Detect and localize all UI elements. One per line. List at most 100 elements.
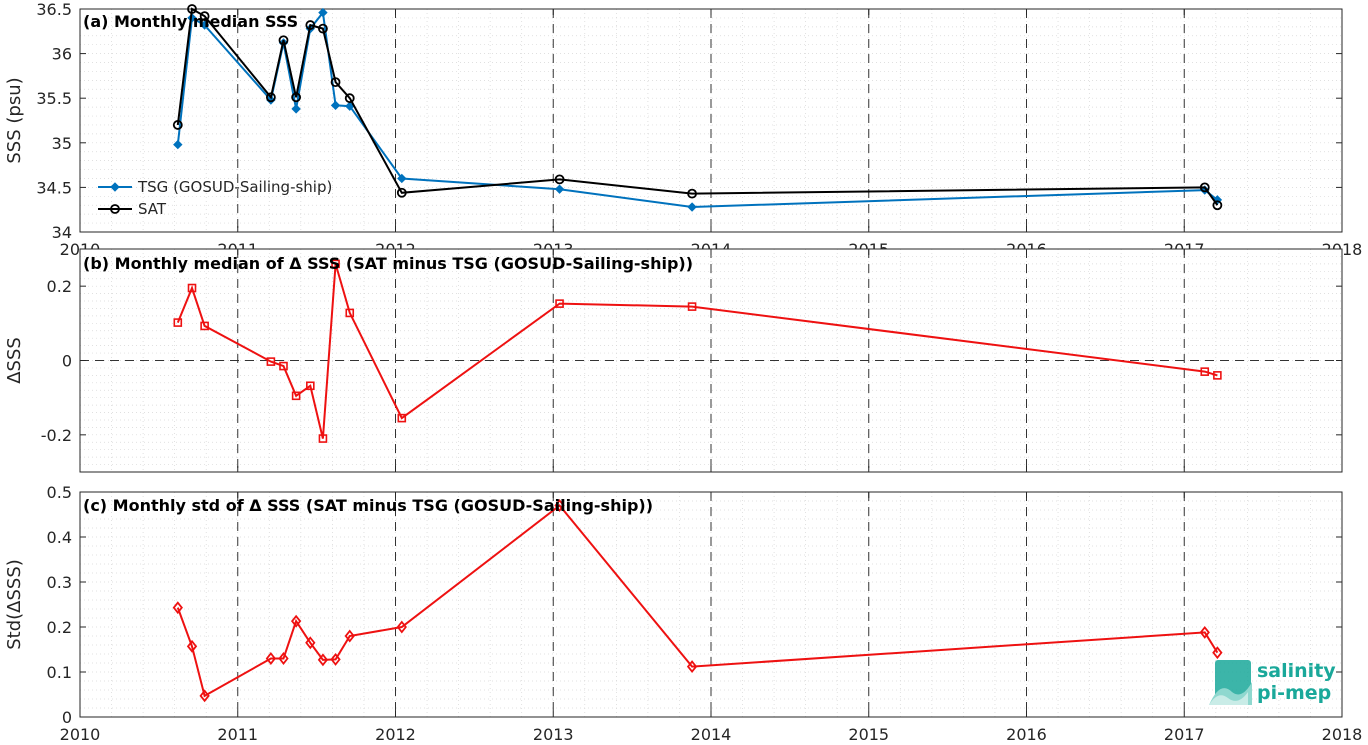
data-point xyxy=(1199,182,1210,193)
series-1 xyxy=(172,4,1223,211)
y-tick-label: 35 xyxy=(52,134,72,153)
data-point xyxy=(291,391,301,401)
data-point xyxy=(265,92,276,103)
data-point xyxy=(187,283,197,293)
panel-title: (a) Monthly median SSS xyxy=(83,12,298,31)
data-point xyxy=(331,259,340,269)
series-0 xyxy=(172,499,1223,703)
y-axis-label: ΔSSS xyxy=(4,337,25,384)
data-point xyxy=(305,20,316,30)
legend: TSG (GOSUD-Sailing-ship) SAT xyxy=(98,178,332,218)
data-point xyxy=(266,95,276,105)
y-tick-label: 36 xyxy=(52,45,72,64)
panel-b-monthly-median-delta-sss: -0.2 0 0.2 ΔSSS (b) Monthly median of Δ SSS … xyxy=(4,248,1343,473)
data-point xyxy=(200,321,209,331)
data-point xyxy=(555,299,564,308)
panel-title: (b) Monthly median of Δ SSS (SAT minus T… xyxy=(83,254,693,273)
data-point xyxy=(687,188,697,199)
panel-a-monthly-median-sss: 3434.53535.53636.52010201120122013201420… xyxy=(4,0,1362,259)
data-point xyxy=(318,7,328,18)
y-tick-label: 0.1 xyxy=(47,663,72,682)
series-line xyxy=(176,7,1219,206)
legend-entry: SAT xyxy=(138,200,167,218)
data-point xyxy=(291,104,301,114)
y-tick-label: 0.3 xyxy=(47,573,72,592)
data-point xyxy=(1212,646,1223,660)
data-point xyxy=(306,381,315,391)
data-point xyxy=(397,173,407,184)
x-tick-label: 2011 xyxy=(217,725,258,744)
x-axis xyxy=(79,249,1343,472)
y-axis-label: SSS (psu) xyxy=(4,77,25,163)
data-point xyxy=(317,653,329,667)
x-tick-label: 2018 xyxy=(1322,725,1363,744)
data-point xyxy=(396,620,407,634)
x-tick-label: 2015 xyxy=(848,725,889,744)
data-point xyxy=(554,184,565,194)
data-point xyxy=(279,361,288,371)
x-tick-label: 2013 xyxy=(533,725,574,744)
x-tick-label: 2012 xyxy=(375,725,416,744)
y-tick-label: 34 xyxy=(52,223,72,242)
y-tick-label: 0.2 xyxy=(47,618,72,637)
x-tick-label: 2014 xyxy=(691,725,732,744)
logo-text-salinity: salinity xyxy=(1257,660,1336,682)
legend-marker xyxy=(110,204,120,214)
data-point xyxy=(344,93,355,104)
data-point xyxy=(278,35,289,46)
data-point xyxy=(290,614,302,628)
data-point xyxy=(173,139,183,150)
x-tick-label: 2010 xyxy=(60,725,101,744)
data-point xyxy=(172,120,183,130)
grid xyxy=(79,8,1343,233)
data-point xyxy=(199,20,210,30)
data-point xyxy=(344,629,355,643)
x-axis: 2010 2011 2012 2013 2014 2015 2016 2017 2018 xyxy=(60,492,1363,744)
y-tick-label: -0.2 xyxy=(41,426,72,445)
data-point xyxy=(1199,625,1210,639)
panel-c-monthly-std-delta-sss: 0 0.1 0.2 0.3 0.4 0.5 2010 2011 2012 2013 2014 2015… xyxy=(4,483,1362,744)
data-point xyxy=(318,23,328,34)
data-point xyxy=(686,660,698,674)
y-axis: 0 0.1 0.2 0.3 0.4 0.5 xyxy=(47,483,1342,727)
data-point xyxy=(199,11,210,22)
panel-title: (c) Monthly std of Δ SSS (SAT minus TSG … xyxy=(83,496,653,515)
data-point xyxy=(265,652,277,665)
x-tick-label: 2016 xyxy=(1006,725,1047,744)
data-point xyxy=(266,357,276,366)
data-point xyxy=(187,4,197,14)
data-point xyxy=(330,77,341,88)
y-tick-label: 34.5 xyxy=(36,178,72,197)
data-point xyxy=(330,100,341,111)
data-point xyxy=(1212,200,1223,211)
logo-wave-icon xyxy=(1209,660,1252,705)
data-point xyxy=(330,652,341,666)
y-tick-label: 36.5 xyxy=(36,0,72,19)
data-point xyxy=(687,302,697,311)
data-point xyxy=(345,308,355,318)
series-line xyxy=(176,504,1219,698)
legend-entry: TSG (GOSUD-Sailing-ship) xyxy=(137,178,332,196)
data-point xyxy=(278,652,289,665)
grid xyxy=(79,491,1343,718)
series-line xyxy=(176,263,1218,439)
series-0 xyxy=(173,259,1222,443)
data-point xyxy=(172,601,183,615)
y-tick-label: 0.5 xyxy=(47,483,72,502)
data-point xyxy=(291,92,302,103)
x-tick-label: 2017 xyxy=(1164,725,1205,744)
data-point xyxy=(1213,371,1222,380)
legend-marker xyxy=(110,182,120,192)
data-point xyxy=(173,318,183,327)
y-tick-label: 35.5 xyxy=(36,89,72,108)
data-point xyxy=(186,639,198,653)
data-point xyxy=(318,434,328,443)
data-point xyxy=(554,499,565,512)
y-tick-label: 0.2 xyxy=(47,277,72,296)
data-point xyxy=(687,202,697,212)
y-tick-label: 0.4 xyxy=(47,528,72,547)
logo-text-pi-mep: pi-mep xyxy=(1257,682,1331,704)
y-axis-label: Std(ΔSSS) xyxy=(4,559,25,650)
grid xyxy=(79,248,1343,473)
